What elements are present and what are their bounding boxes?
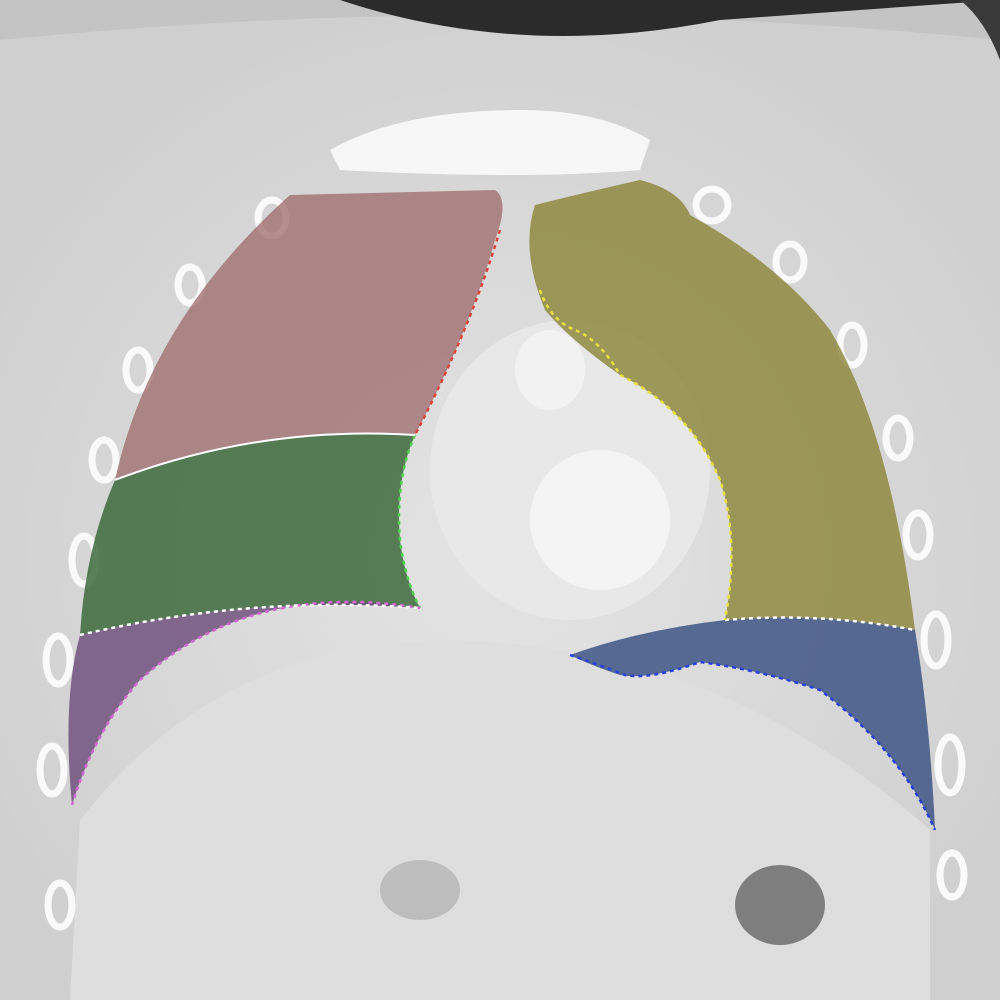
- heart-chamber: [530, 450, 670, 590]
- vessel: [515, 330, 585, 410]
- fissure: [114, 432, 416, 481]
- sternum: [330, 110, 650, 175]
- bowel: [380, 860, 460, 920]
- bowel-gas: [735, 865, 825, 945]
- right-lower-lobe: [68, 601, 420, 805]
- right-upper-lobe: [115, 190, 503, 480]
- dark-region: [340, 0, 1000, 36]
- abdomen: [70, 640, 930, 1000]
- left-lower-lobe: [570, 617, 935, 830]
- dark-edge: [960, 0, 1000, 60]
- right-middle-lobe: [80, 433, 420, 635]
- lobe-borders: [70, 229, 937, 831]
- left-upper-lobe: [529, 180, 915, 630]
